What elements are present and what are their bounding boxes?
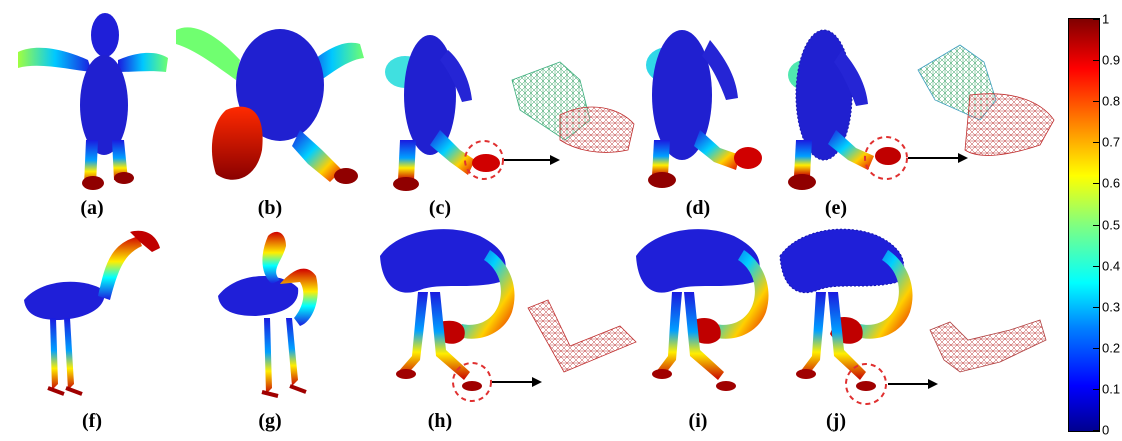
colorbar-tick-label: 0.8 — [1102, 93, 1121, 109]
flamingo-i-figure — [636, 229, 769, 391]
caption-i: (i) — [688, 410, 708, 432]
caption-d: (d) — [685, 197, 711, 219]
colorbar-tick-mark — [1093, 388, 1099, 390]
caption-c: (c) — [428, 197, 452, 219]
armadillo-d-figure — [646, 30, 762, 188]
zoom-circle-j — [845, 363, 887, 405]
wireframe-h — [527, 299, 637, 373]
colorbar-tick-label: 0.1 — [1102, 381, 1121, 397]
colorbar-tick-mark — [1093, 101, 1099, 103]
colorbar-tick-mark — [1093, 430, 1099, 431]
armadillo-b-figure — [176, 27, 364, 184]
colorbar-tick-mark — [1093, 347, 1099, 349]
caption-f: (f) — [82, 410, 102, 432]
wireframe-c — [511, 61, 635, 153]
armadillo-c-figure — [385, 35, 500, 191]
colorbar-tick-mark — [1093, 224, 1099, 226]
colorbar-tick-label: 0.3 — [1102, 299, 1121, 315]
caption-h: (h) — [427, 410, 453, 432]
caption-b: (b) — [257, 197, 283, 219]
colorbar-tick-label: 0.6 — [1102, 175, 1121, 191]
colorbar-tick-label: 0.2 — [1102, 340, 1121, 356]
caption-j: (j) — [826, 410, 846, 432]
zoom-circle-e — [864, 136, 908, 180]
colorbar-tick-mark — [1093, 265, 1099, 267]
wireframe-e — [917, 44, 1055, 156]
wireframe-j — [929, 319, 1047, 373]
colorbar-tick-mark — [1093, 183, 1099, 185]
armadillo-e-figure — [788, 29, 901, 190]
armadillo-a-figure — [18, 13, 168, 190]
colorbar-tick-label: 0.4 — [1102, 258, 1121, 274]
flamingo-g-figure — [218, 231, 318, 398]
colorbar-tick-label: 1 — [1102, 11, 1110, 27]
flamingo-f-figure — [24, 230, 160, 396]
zoom-circle-c — [464, 140, 504, 180]
colorbar-tick-mark — [1093, 60, 1099, 62]
zoom-circle-h — [452, 362, 492, 402]
colorbar-tick-label: 0.9 — [1102, 52, 1121, 68]
colorbar-tick-mark — [1093, 19, 1099, 20]
colorbar-tick-label: 0.7 — [1102, 134, 1121, 150]
colorbar-tick-label: 0 — [1102, 422, 1110, 438]
caption-e: (e) — [824, 197, 848, 219]
colorbar-tick-mark — [1093, 306, 1099, 308]
colorbar-tick-label: 0.5 — [1102, 217, 1121, 232]
colorbar-tick-mark — [1093, 142, 1099, 144]
caption-a: (a) — [80, 197, 104, 219]
caption-g: (g) — [258, 410, 282, 432]
flamingo-j-figure — [779, 228, 913, 391]
flamingo-h-figure — [380, 229, 515, 391]
